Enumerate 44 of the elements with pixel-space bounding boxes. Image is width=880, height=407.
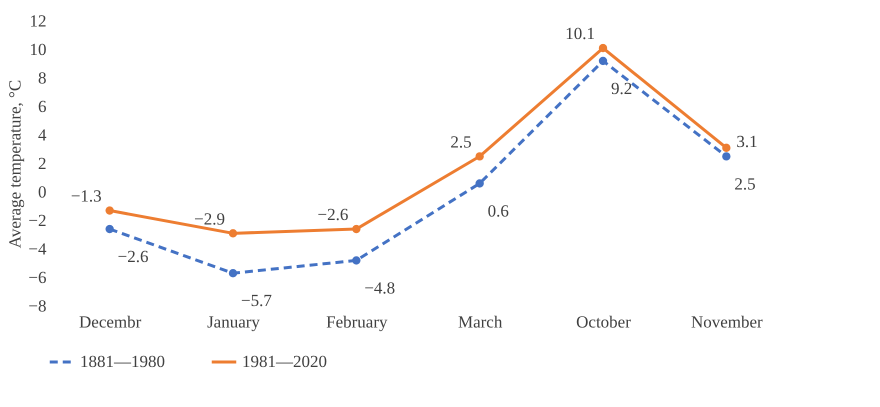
y-tick-label: 12: [30, 12, 46, 30]
data-label: 0.6: [488, 201, 509, 220]
y-tick-label: 10: [30, 40, 46, 59]
point: [598, 56, 608, 66]
data-label: 2.5: [734, 174, 756, 194]
data-label: −2.9: [194, 209, 225, 228]
data-label: −4.8: [364, 278, 396, 298]
data-label: 9.2: [611, 78, 632, 98]
y-tick-label: 6: [38, 97, 46, 116]
x-tick-label: Decembr: [79, 312, 142, 332]
point: [722, 144, 731, 152]
x-tick-label: October: [576, 312, 632, 332]
point: [105, 224, 114, 234]
legend-label: 1881—1980: [80, 352, 165, 371]
y-axis-title: Average temperature, °C: [5, 80, 24, 248]
x-tick-label: March: [458, 312, 503, 332]
data-label: −5.7: [241, 291, 272, 310]
y-tick-label: 2: [38, 154, 46, 173]
point: [475, 152, 484, 161]
data-label: −1.3: [70, 186, 102, 206]
data-label: −2.6: [317, 205, 348, 224]
data-label: 10.1: [565, 24, 595, 44]
legend-label: 1981—2020: [242, 352, 327, 371]
x-tick-label: January: [207, 312, 260, 332]
y-tick-label: 8: [38, 68, 46, 88]
point: [105, 206, 114, 215]
point: [228, 269, 238, 278]
x-tick-label: February: [326, 312, 388, 332]
y-tick-label: −2: [28, 211, 46, 230]
data-label: 2.5: [450, 132, 472, 152]
x-tick-label: November: [690, 312, 764, 332]
point: [352, 224, 361, 234]
data-label: −2.6: [118, 247, 149, 266]
point: [352, 256, 361, 265]
y-tick-label: 0: [38, 182, 46, 202]
point: [598, 44, 608, 52]
y-tick-label: −6: [28, 268, 46, 287]
point: [228, 229, 238, 238]
y-tick-label: 4: [38, 126, 47, 144]
y-tick-label: −4: [28, 240, 47, 258]
y-tick-label: −8: [28, 296, 46, 316]
point: [722, 152, 731, 161]
data-label: 3.1: [736, 132, 758, 151]
point: [475, 179, 484, 188]
